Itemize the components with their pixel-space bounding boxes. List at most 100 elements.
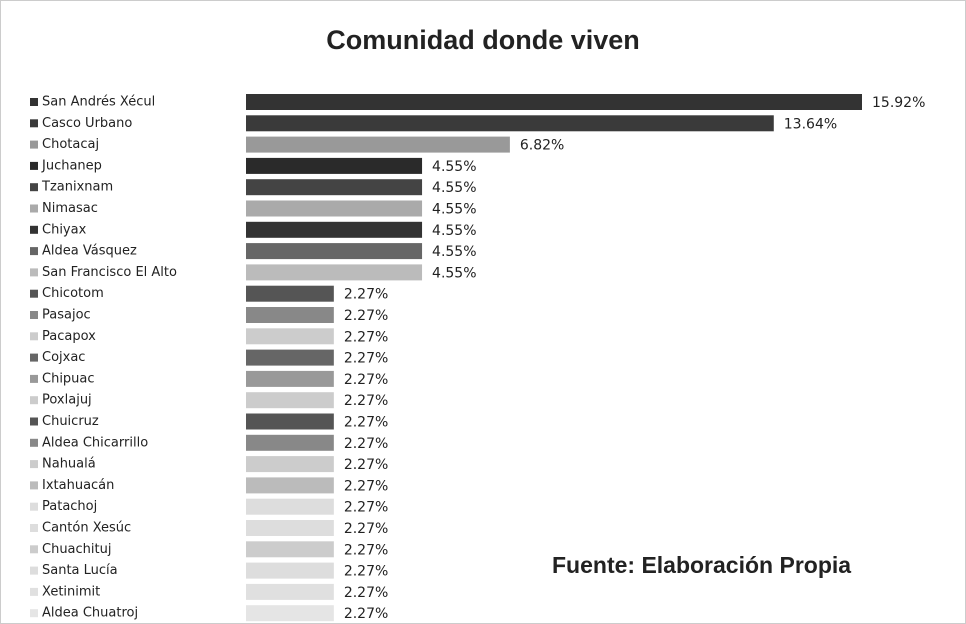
legend-swatch [30,247,38,256]
category-label: Chipuac [42,371,95,386]
category-label: Chicotom [42,286,104,301]
legend-swatch [30,268,38,277]
bar [246,434,334,451]
value-label: 2.27% [344,521,388,537]
legend-swatch [30,98,38,106]
bar [246,562,334,579]
value-label: 2.27% [344,329,388,345]
value-label: 2.27% [344,351,388,367]
legend-swatch [30,374,38,383]
category-label: Santa Lucía [42,563,118,578]
bar [246,413,334,430]
category-label: Tzanixnam [41,180,113,195]
value-label: 2.27% [344,478,388,494]
category-label: Chotacaj [42,137,99,152]
bar [246,392,334,409]
bar [246,307,334,323]
legend-swatch [30,119,38,128]
bar [246,157,423,174]
legend-swatch [30,289,38,298]
category-label: Pacapox [42,329,96,344]
legend-swatch [30,460,38,469]
bar [246,115,774,132]
bar [246,200,423,217]
category-label: Poxlajuj [42,393,92,408]
bar [246,94,862,110]
category-label: Pasajoc [42,308,91,323]
legend-swatch [30,204,38,213]
legend-swatch [30,161,38,170]
category-label: Cantón Xesúc [42,521,131,536]
bar [246,136,510,153]
value-label: 4.55% [432,180,476,196]
category-label: San Francisco El Alto [42,265,177,280]
value-label: 4.55% [432,159,476,175]
bar [246,583,334,600]
value-label: 2.27% [344,585,388,601]
legend-swatch [30,396,38,405]
bar [246,264,423,281]
legend-swatch [30,417,38,426]
legend-swatch [30,438,38,447]
value-label: 2.27% [344,415,388,431]
bar [246,605,334,622]
legend-swatch [30,502,38,511]
legend-swatch [30,140,38,149]
value-label: 2.27% [344,287,388,303]
legend-swatch [30,545,38,554]
bar [246,328,334,345]
legend-swatch [30,311,38,319]
category-label: Casco Urbano [42,116,132,131]
legend-swatch [30,524,38,532]
bar [246,520,334,536]
category-label: Cojxac [42,350,85,365]
legend-swatch [30,353,38,362]
category-label: Nimasac [42,201,98,216]
value-label: 4.55% [432,223,476,239]
category-label: Chiyax [42,222,87,237]
category-label: Xetinimit [42,584,100,599]
value-label: 2.27% [344,606,388,622]
bar [246,349,334,366]
bar [246,243,423,260]
category-label: Patachoj [42,499,97,514]
category-label: Nahualá [42,457,96,472]
legend-swatch [30,587,38,596]
bar [246,541,334,558]
value-label: 2.27% [344,372,388,388]
bar [246,477,334,494]
value-label: 2.27% [344,564,388,580]
legend-swatch [30,332,38,341]
chart-title: Comunidad donde viven [326,25,640,55]
bar [246,179,423,196]
category-label: San Andrés Xécul [42,95,155,110]
bar [246,221,423,238]
category-label: Chuachituj [42,542,111,557]
bar [246,498,334,515]
value-label: 4.55% [432,244,476,260]
value-label: 13.64% [784,116,837,132]
legend-swatch [30,609,38,618]
category-label: Aldea Vásquez [42,244,137,259]
value-label: 4.55% [432,202,476,218]
value-label: 2.27% [344,436,388,452]
legend-swatch [30,481,38,490]
value-label: 4.55% [432,265,476,281]
category-label: Juchanep [41,158,102,173]
category-label: Aldea Chicarrillo [42,435,148,450]
legend-swatch [30,183,38,192]
category-label: Chuicruz [42,414,99,429]
bar [246,456,334,473]
category-label: Aldea Chuatroj [42,606,138,621]
category-label: Ixtahuacán [42,478,114,493]
value-label: 2.27% [344,457,388,473]
legend-swatch [30,225,38,234]
bar [246,370,334,387]
value-label: 2.27% [344,500,388,516]
value-label: 2.27% [344,308,388,324]
value-label: 2.27% [344,393,388,409]
value-label: 15.92% [872,95,925,111]
legend-swatch [30,566,38,575]
value-label: 6.82% [520,138,564,154]
